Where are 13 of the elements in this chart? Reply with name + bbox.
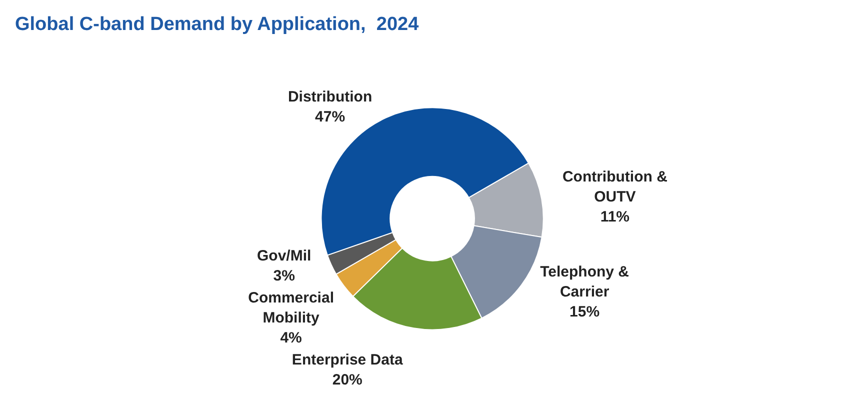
slice-label: Distribution: [288, 88, 372, 106]
chart-title: Global C-band Demand by Application, 2024: [15, 14, 420, 35]
slice-label: Commercial Mobility: [248, 290, 334, 326]
data-label: 3%: [273, 268, 295, 284]
data-label: 20%: [332, 372, 362, 388]
data-label: 15%: [570, 304, 600, 321]
data-label: 47%: [314, 108, 346, 126]
slice-label: Gov/Mil: [256, 248, 312, 264]
data-label: 4%: [280, 330, 302, 346]
slice-label: Enterprise Data: [292, 352, 404, 368]
slice-label: Telephony & Carrier: [540, 264, 630, 301]
data-label: 11%: [600, 208, 630, 226]
slice-label: Contribution & OUTV: [562, 168, 668, 206]
